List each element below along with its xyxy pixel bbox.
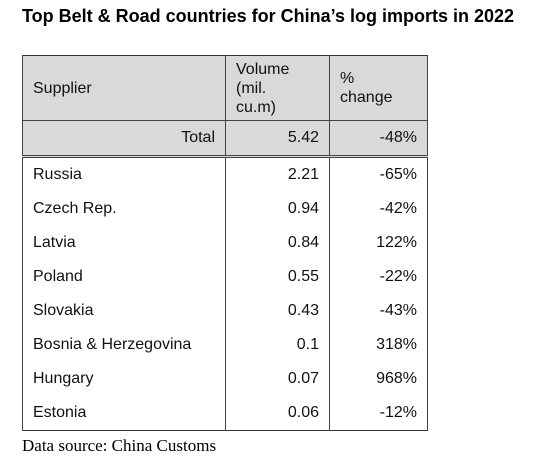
table-row: Latvia 0.84 122%	[22, 226, 428, 260]
table-cell: 2.21	[225, 156, 330, 192]
title: Top Belt & Road countries for China’s lo…	[22, 6, 515, 26]
data-table: Supplier Volume (mil. cu.m)% change Total 5…	[22, 55, 428, 431]
table-cell: 968%	[329, 362, 428, 396]
table-cell: -12%	[329, 396, 428, 431]
table-row: Supplier Volume (mil. cu.m)% change	[22, 55, 428, 121]
table-cell: -42%	[329, 192, 428, 226]
table-row: Slovakia 0.43 -43%	[22, 294, 428, 328]
table-cell: 0.06	[225, 396, 330, 431]
table-cell: 0.84	[225, 226, 330, 260]
table-cell: Estonia	[22, 396, 226, 431]
table-cell: Supplier	[22, 55, 226, 121]
table-cell: Hungary	[22, 362, 226, 396]
table-cell: 0.94	[225, 192, 330, 226]
table-row: Czech Rep. 0.94 -42%	[22, 192, 428, 226]
table-cell: 0.07	[225, 362, 330, 396]
table-cell: Total	[22, 120, 226, 158]
table-row: Russia 2.21 -65%	[22, 156, 428, 192]
table-cell: Volume (mil. cu.m)	[225, 55, 330, 121]
table-row: Estonia 0.06 -12%	[22, 396, 428, 431]
table-row: Bosnia & Herzegovina 0.1 318%	[22, 328, 428, 362]
table-cell: Russia	[22, 156, 226, 192]
table-cell: Poland	[22, 260, 226, 294]
table-cell: -43%	[329, 294, 428, 328]
source-note: Data source: China Customs	[22, 436, 217, 455]
table-cell: Latvia	[22, 226, 226, 260]
table-cell: -65%	[329, 156, 428, 192]
table-cell: Czech Rep.	[22, 192, 226, 226]
table-cell: 0.43	[225, 294, 330, 328]
table-cell: -48%	[329, 120, 428, 158]
table-cell: 5.42	[225, 120, 330, 158]
table-cell: 0.55	[225, 260, 330, 294]
table-cell: 318%	[329, 328, 428, 362]
table-row: Poland 0.55 -22%	[22, 260, 428, 294]
table-cell: -22%	[329, 260, 428, 294]
table-row: Hungary 0.07 968%	[22, 362, 428, 396]
table-cell: Bosnia & Herzegovina	[22, 328, 226, 362]
table-cell: Slovakia	[22, 294, 226, 328]
table-row: Total 5.42 -48%	[22, 120, 428, 158]
table-cell: % change	[329, 55, 428, 121]
table-cell: 122%	[329, 226, 428, 260]
table-cell: 0.1	[225, 328, 330, 362]
